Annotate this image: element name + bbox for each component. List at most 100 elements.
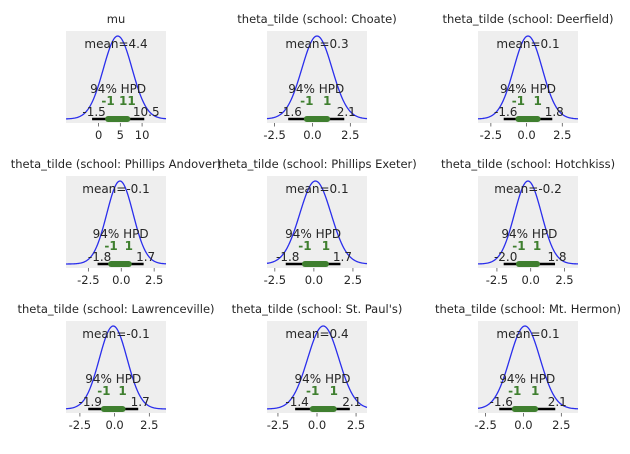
hpd-high-label: 10.5: [133, 105, 160, 119]
subplot-5: theta_tilde (school: Phillips Exeter) mea…: [217, 157, 417, 287]
density-line: [65, 35, 167, 120]
subplot-title: theta_tilde (school: St. Paul's): [232, 302, 403, 316]
subplot-9: theta_tilde (school: Mt. Hermon) mean=0.1…: [435, 302, 621, 432]
hpd-label: 94% HPD: [288, 82, 344, 96]
iqr-high-label: 1: [533, 239, 541, 253]
density-line: [477, 180, 579, 265]
plot-background: [478, 31, 578, 123]
hpd-low-label: -1.6: [494, 105, 517, 119]
x-tick-label: 2.5: [553, 128, 571, 142]
x-tick-label: -2.5: [267, 418, 289, 432]
x-tick-label: 2.5: [555, 273, 573, 287]
iqr-high-label: 1: [323, 94, 331, 108]
subplot-title: theta_tilde (school: Mt. Hermon): [435, 302, 621, 316]
hpd-label: 94% HPD: [93, 227, 149, 241]
x-tick-label: 0.0: [105, 418, 123, 432]
hpd-high-label: 1.7: [136, 250, 155, 264]
hpd-high-label: 1.7: [333, 250, 352, 264]
density-line: [65, 325, 167, 410]
density-line: [266, 180, 368, 265]
mean-label: mean=0.1: [496, 37, 559, 51]
iqr-low-label: -1: [306, 384, 319, 398]
density-line: [266, 35, 368, 120]
x-tick-label: 2.5: [145, 273, 163, 287]
x-tick-label: 0.0: [112, 273, 130, 287]
hpd-label: 94% HPD: [501, 227, 557, 241]
plot-background: [267, 321, 367, 413]
x-tick-label: 2.5: [347, 418, 365, 432]
hpd-high-label: 2.1: [342, 395, 361, 409]
subplot-title: theta_tilde (school: Phillips Andover): [11, 157, 222, 171]
iqr-low-label: -1: [512, 94, 525, 108]
subplot-3: theta_tilde (school: Deerfield) mean=0.1 9…: [442, 12, 613, 142]
iqr-high-label: 1: [330, 384, 338, 398]
subplot-title: theta_tilde (school: Lawrenceville): [17, 302, 214, 316]
mean-label: mean=-0.2: [494, 182, 562, 196]
hpd-high-label: 2.1: [337, 105, 356, 119]
subplot-title: mu: [107, 12, 126, 26]
subplot-6: theta_tilde (school: Hotchkiss) mean=-0.2…: [441, 157, 615, 287]
hpd-high-label: 2.1: [548, 395, 567, 409]
iqr-high-label: 1: [531, 384, 539, 398]
mean-label: mean=0.4: [285, 327, 348, 341]
hpd-low-label: -2.0: [494, 250, 517, 264]
hpd-high-label: 1.8: [545, 105, 564, 119]
hpd-label: 94% HPD: [500, 82, 556, 96]
subplot-title: theta_tilde (school: Choate): [237, 12, 396, 26]
subplot-title: theta_tilde (school: Hotchkiss): [441, 157, 615, 171]
iqr-low-label: -1: [512, 239, 525, 253]
plot-background: [66, 176, 166, 268]
x-tick-label: 10: [135, 128, 150, 142]
iqr-high-label: 1: [125, 239, 133, 253]
iqr-low-label: -1: [298, 239, 311, 253]
x-tick-label: -2.5: [77, 273, 99, 287]
mean-label: mean=-0.1: [82, 182, 150, 196]
x-tick-label: 0.0: [303, 128, 321, 142]
x-tick-label: 0: [95, 128, 102, 142]
mean-label: mean=0.1: [285, 182, 348, 196]
x-tick-label: -2.5: [263, 128, 285, 142]
x-tick-label: -2.5: [474, 418, 496, 432]
density-line: [66, 180, 167, 265]
hpd-low-label: -1.6: [279, 105, 302, 119]
hpd-low-label: -1.8: [88, 250, 111, 264]
mean-label: mean=0.3: [285, 37, 348, 51]
x-tick-label: 0.0: [522, 273, 540, 287]
mean-label: mean=4.4: [84, 37, 147, 51]
x-tick-label: 2.5: [140, 418, 158, 432]
hpd-label: 94% HPD: [499, 372, 555, 386]
mean-label: mean=0.1: [496, 327, 559, 341]
plot-background: [267, 31, 367, 123]
x-tick-label: 2.5: [552, 418, 570, 432]
x-tick-label: 0.0: [308, 418, 326, 432]
subplot-2: theta_tilde (school: Choate) mean=0.3 94% …: [237, 12, 396, 142]
subplot-title: theta_tilde (school: Deerfield): [442, 12, 613, 26]
iqr-high-label: 1: [533, 94, 541, 108]
iqr-low-label: -1: [101, 94, 114, 108]
iqr-high-label: 1: [322, 239, 330, 253]
hpd-low-label: -1.5: [82, 105, 105, 119]
iqr-low-label: -1: [104, 239, 117, 253]
x-tick-label: 5: [117, 128, 124, 142]
x-tick-label: 2.5: [344, 273, 362, 287]
subplot-7: theta_tilde (school: Lawrenceville) mean=…: [17, 302, 214, 432]
iqr-low-label: -1: [97, 384, 110, 398]
x-tick-label: 2.5: [341, 128, 359, 142]
plot-background: [66, 31, 166, 123]
hpd-label: 94% HPD: [285, 227, 341, 241]
hpd-label: 94% HPD: [90, 82, 146, 96]
plot-background: [478, 176, 578, 268]
mean-label: mean=-0.1: [82, 327, 150, 341]
x-tick-label: -2.5: [486, 273, 508, 287]
iqr-high-label: 11: [119, 94, 136, 108]
hpd-label: 94% HPD: [85, 372, 141, 386]
hpd-low-label: -1.6: [490, 395, 513, 409]
density-line: [477, 325, 579, 410]
plot-background: [66, 321, 166, 413]
hpd-low-label: -1.8: [276, 250, 299, 264]
x-tick-label: 0.0: [514, 418, 532, 432]
iqr-high-label: 1: [118, 384, 126, 398]
hpd-high-label: 1.8: [547, 250, 566, 264]
x-tick-label: -2.5: [264, 273, 286, 287]
